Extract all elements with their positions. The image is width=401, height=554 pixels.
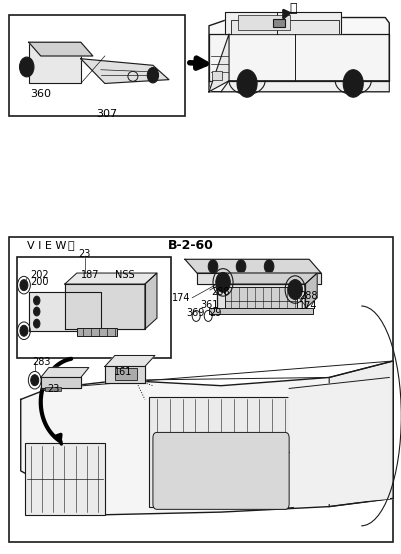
Polygon shape (304, 273, 316, 309)
Circle shape (20, 325, 28, 336)
Circle shape (208, 260, 217, 273)
Polygon shape (41, 367, 89, 377)
Text: 369: 369 (186, 307, 204, 317)
Polygon shape (41, 377, 81, 388)
Circle shape (33, 319, 40, 328)
Polygon shape (328, 361, 392, 506)
Polygon shape (196, 273, 320, 284)
Circle shape (23, 61, 30, 73)
Bar (148, 397, 292, 506)
Polygon shape (65, 273, 156, 284)
Text: 174: 174 (171, 293, 190, 304)
Text: ⓙ: ⓙ (289, 2, 296, 14)
Circle shape (30, 375, 38, 386)
Circle shape (242, 77, 251, 90)
Polygon shape (209, 34, 229, 92)
Bar (45, 387, 61, 391)
Text: 288: 288 (211, 287, 229, 297)
Circle shape (287, 280, 302, 299)
FancyBboxPatch shape (152, 433, 288, 509)
Circle shape (263, 260, 273, 273)
Polygon shape (231, 20, 338, 34)
Text: 288: 288 (298, 291, 317, 301)
Polygon shape (21, 361, 392, 515)
Text: 23: 23 (79, 249, 91, 259)
Polygon shape (105, 366, 144, 383)
Circle shape (342, 70, 363, 97)
Bar (77, 328, 117, 336)
Circle shape (150, 71, 155, 79)
Text: V I E W: V I E W (27, 240, 66, 250)
Polygon shape (288, 377, 388, 506)
Polygon shape (105, 356, 154, 366)
Text: 187: 187 (81, 270, 99, 280)
Polygon shape (221, 81, 388, 92)
Circle shape (33, 307, 40, 316)
Text: 161: 161 (114, 367, 132, 377)
Bar (272, 19, 284, 27)
Text: 174: 174 (298, 301, 317, 311)
Text: 200: 200 (30, 278, 49, 288)
Circle shape (348, 77, 357, 90)
Bar (9, 237, 392, 542)
Circle shape (147, 68, 158, 83)
Polygon shape (81, 59, 168, 84)
Text: NSS: NSS (115, 270, 134, 280)
Circle shape (33, 296, 40, 305)
Circle shape (20, 280, 28, 291)
Polygon shape (209, 34, 388, 81)
Polygon shape (65, 284, 144, 329)
Bar (25, 443, 105, 515)
Bar (115, 368, 137, 380)
Text: 23: 23 (47, 384, 60, 394)
Bar (28, 42, 81, 84)
Bar (225, 287, 296, 309)
Bar (237, 15, 289, 30)
Circle shape (237, 70, 257, 97)
Bar (17, 257, 170, 358)
Polygon shape (144, 273, 156, 329)
Polygon shape (28, 293, 101, 331)
Circle shape (215, 273, 230, 293)
Text: 361: 361 (200, 300, 218, 310)
Circle shape (236, 260, 245, 273)
Polygon shape (217, 284, 304, 309)
Text: ⓙ: ⓙ (67, 240, 74, 250)
Bar (209, 307, 312, 314)
Polygon shape (28, 42, 93, 56)
Polygon shape (209, 18, 388, 92)
Text: 283: 283 (32, 357, 51, 367)
Text: 202: 202 (30, 270, 49, 280)
Bar (212, 71, 222, 80)
Text: B-2-60: B-2-60 (168, 239, 213, 252)
Text: 29: 29 (209, 307, 221, 317)
Polygon shape (217, 273, 316, 284)
Circle shape (20, 57, 34, 77)
Text: 307: 307 (96, 109, 117, 119)
Polygon shape (184, 259, 320, 273)
Text: 360: 360 (30, 89, 51, 99)
Bar (9, 15, 184, 116)
Polygon shape (225, 12, 340, 34)
